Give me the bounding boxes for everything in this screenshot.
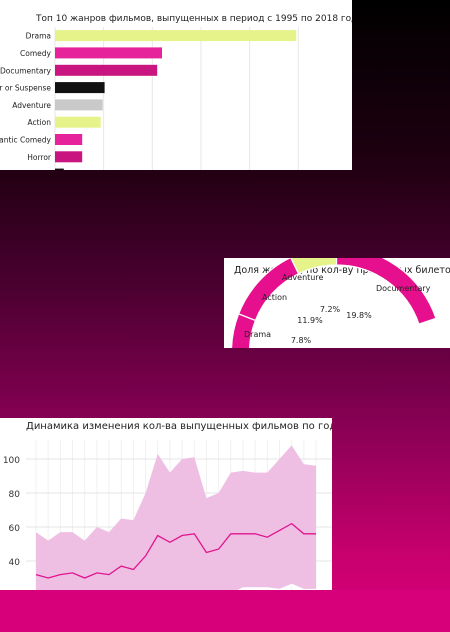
donut-label: Action	[262, 293, 287, 302]
bar-8	[55, 168, 64, 170]
donut-slice-action	[237, 258, 300, 322]
bar-6	[55, 134, 83, 145]
films-per-year-chart-panel: Динамика изменения кол-ва выпущенных фил…	[0, 418, 332, 590]
genre-bar-chart-panel: Топ 10 жанров фильмов, выпущенных в пери…	[0, 0, 352, 170]
donut-value-label: 11.9%	[297, 316, 323, 325]
donut-slice-documentary	[335, 258, 437, 325]
mean-line	[35, 522, 316, 579]
bar-label: er or Suspense	[0, 84, 51, 93]
line-ytick-label: 40	[9, 558, 21, 568]
bar-label: Adventure	[12, 101, 51, 110]
bar-chart-svg: Drama Comedy Documentary er or Suspense Adve…	[0, 27, 299, 170]
donut-label: Documentary	[376, 284, 431, 293]
donut-slice-adventure	[290, 258, 338, 275]
band-lower-edge	[237, 583, 316, 590]
bar-3	[55, 82, 105, 94]
line-ytick-label: 80	[9, 490, 21, 500]
donut-value-label: 19.8%	[346, 311, 372, 320]
bar-label: Action	[28, 118, 52, 127]
line-ytick-label: 60	[9, 524, 21, 534]
bar-label: Horror	[27, 153, 52, 162]
bar-0	[55, 30, 297, 42]
bar-label: Drama	[26, 32, 51, 41]
bar-label: Comedy	[20, 49, 52, 58]
bar-7	[55, 151, 83, 163]
bar-1	[55, 47, 162, 59]
bar-5	[55, 116, 101, 128]
bar-chart-title: Топ 10 жанров фильмов, выпущенных в пери…	[36, 14, 352, 24]
bar-2	[55, 64, 158, 76]
bar-label: mantic Comedy	[0, 136, 52, 145]
bottom-band	[0, 590, 450, 632]
bar-4	[55, 99, 103, 111]
donut-chart-svg: Documentary Adventure Action Drama 19.8% 7.2%…	[231, 258, 437, 348]
donut-slice-drama	[231, 313, 257, 348]
donut-label: Drama	[244, 330, 271, 339]
line-chart-svg: 40 60 80 100	[3, 440, 332, 590]
line-ytick-label: 100	[3, 456, 20, 466]
donut-value-label: 7.8%	[291, 336, 312, 345]
genre-donut-chart-panel: Доля жанров, по кол-ву проданных билетов…	[224, 258, 450, 348]
donut-chart-title: Доля жанров, по кол-ву проданных билетов	[234, 265, 450, 276]
donut-label: Adventure	[282, 273, 323, 282]
bar-label: Documentary	[0, 66, 52, 75]
line-chart-title: Динамика изменения кол-ва выпущенных фил…	[26, 421, 332, 432]
range-band	[36, 445, 316, 590]
donut-value-label: 7.2%	[320, 305, 341, 314]
